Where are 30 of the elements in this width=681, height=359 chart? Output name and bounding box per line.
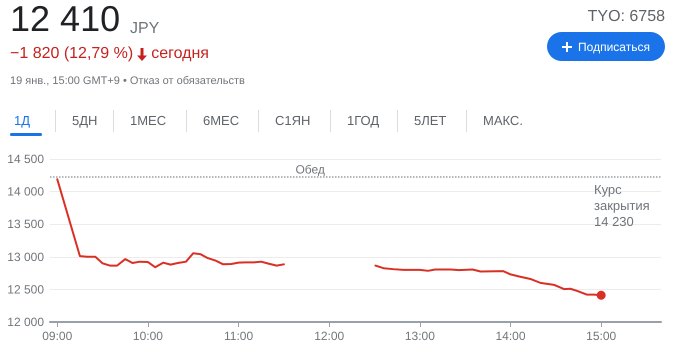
text: Подписаться: [578, 40, 650, 54]
text: TYO: 6758: [588, 8, 665, 26]
text: 1МЕС: [130, 113, 166, 128]
chart-subtitle: JPY: [130, 20, 160, 38]
text: 5ДН: [72, 113, 98, 128]
y-tick-label: 14 500: [7, 152, 44, 166]
text: МАКС.: [483, 113, 523, 128]
text: 6МЕС: [203, 113, 240, 128]
annotation: Обед: [295, 162, 325, 177]
ref-line-label: Курс закрытия 14 230: [594, 182, 650, 230]
x-tick-label: 15:00: [586, 329, 617, 343]
text: С1ЯН: [275, 113, 310, 128]
chart-title: 12 410: [10, 0, 120, 40]
text: −1 820 (12,79 %): [10, 45, 134, 63]
y-tick-label: 14 000: [7, 184, 44, 199]
x-tick-label: 12:00: [314, 329, 345, 343]
x-tick-label: 14:00: [496, 329, 526, 343]
y-tick-label: 13 000: [7, 250, 44, 264]
y-tick-label: 13 500: [7, 217, 44, 232]
text: 5ЛЕТ: [414, 113, 446, 128]
text: 19 янв., 15:00 GMT+9 • Отказ от обязательств: [10, 75, 245, 87]
x-tick-label: 13:00: [404, 329, 436, 343]
text: сегодня: [151, 45, 209, 63]
x-tick-label: 11:00: [224, 329, 254, 343]
x-tick-label: 10:00: [132, 329, 164, 343]
x-tick-label: 09:00: [42, 329, 73, 343]
y-tick-label: 12 500: [7, 282, 44, 296]
y-tick-label: 12 000: [7, 315, 44, 329]
text: 1ГОД: [347, 113, 380, 128]
text: 1Д: [14, 113, 30, 128]
